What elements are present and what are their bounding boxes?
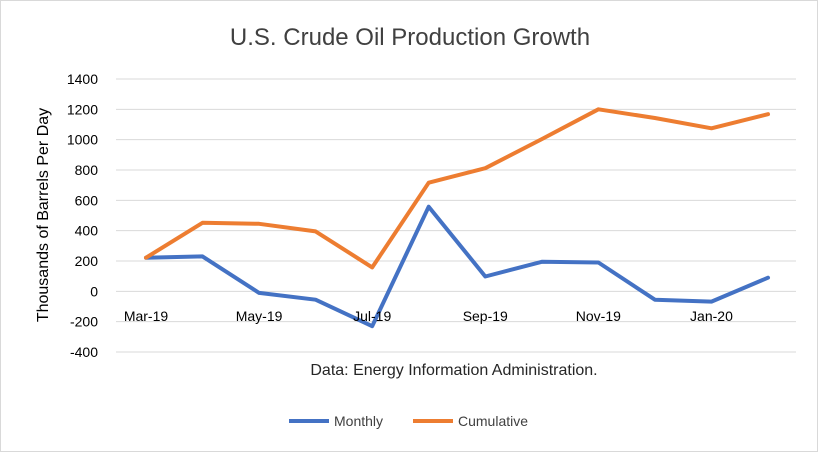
x-tick-label: May-19 (236, 308, 283, 324)
x-tick-label: Sep-19 (463, 308, 508, 324)
data-point-monthly (258, 292, 260, 294)
legend-label-monthly: Monthly (334, 413, 383, 429)
data-point-monthly (202, 255, 204, 257)
series-line-cumulative (144, 107, 770, 270)
y-tick-label: 200 (75, 253, 99, 269)
data-point-monthly (484, 275, 486, 277)
data-point-cumulative (541, 138, 543, 140)
x-tick-label: Mar-19 (124, 308, 169, 324)
x-tick-label: Jul-19 (353, 308, 391, 324)
y-axis-ticks: -400 -200 0 200 400 600 800 1000 1200 1400 (67, 71, 98, 360)
chart-title: U.S. Crude Oil Production Growth (230, 24, 590, 51)
y-tick-label: -400 (70, 344, 98, 360)
y-tick-label: 1400 (67, 71, 98, 87)
y-axis-label: Thousands of Barrels Per Day (35, 108, 52, 322)
data-point-cumulative (145, 257, 147, 259)
data-point-monthly (315, 299, 317, 301)
y-tick-label: 0 (90, 283, 98, 299)
data-point-cumulative (202, 222, 204, 224)
x-tick-label: Jan-20 (690, 308, 733, 324)
series-line-monthly (144, 204, 770, 329)
data-point-cumulative (484, 167, 486, 169)
data-point-monthly (371, 325, 373, 327)
y-tick-label: -200 (70, 314, 98, 330)
data-point-monthly (597, 262, 599, 264)
series-lines (144, 107, 770, 329)
data-point-monthly (428, 206, 430, 208)
y-tick-label: 1000 (67, 132, 98, 148)
data-point-cumulative (710, 127, 712, 129)
data-point-cumulative (371, 266, 373, 268)
data-point-cumulative (767, 113, 769, 115)
data-point-monthly (541, 261, 543, 263)
data-point-cumulative (654, 117, 656, 119)
y-tick-label: 400 (75, 223, 99, 239)
data-point-monthly (767, 277, 769, 279)
data-source-note: Data: Energy Information Administration. (310, 362, 597, 379)
y-tick-label: 1200 (67, 101, 98, 117)
y-tick-label: 800 (75, 162, 99, 178)
legend-label-cumulative: Cumulative (458, 413, 528, 429)
x-tick-label: Nov-19 (576, 308, 621, 324)
data-point-cumulative (428, 182, 430, 184)
data-point-cumulative (597, 108, 599, 110)
data-point-cumulative (315, 230, 317, 232)
legend: Monthly Cumulative (289, 413, 528, 429)
gridlines (116, 78, 796, 353)
x-axis-ticks: Mar-19 May-19 Jul-19 Sep-19 Nov-19 Jan-20 (124, 308, 733, 324)
data-point-monthly (654, 299, 656, 301)
data-point-cumulative (258, 223, 260, 225)
y-tick-label: 600 (75, 192, 99, 208)
data-point-monthly (710, 301, 712, 303)
